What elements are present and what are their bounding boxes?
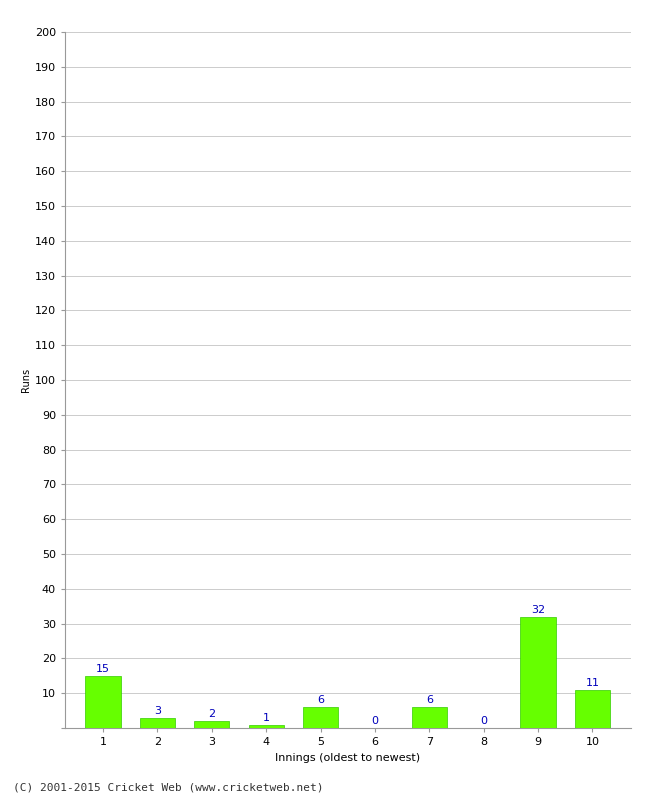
Bar — [194, 721, 229, 728]
X-axis label: Innings (oldest to newest): Innings (oldest to newest) — [275, 753, 421, 762]
Bar — [303, 707, 338, 728]
Text: 1: 1 — [263, 713, 270, 722]
Bar — [248, 725, 284, 728]
Bar — [411, 707, 447, 728]
Text: 32: 32 — [531, 605, 545, 615]
Bar — [521, 617, 556, 728]
Text: 0: 0 — [480, 716, 488, 726]
Text: 3: 3 — [154, 706, 161, 716]
Text: 11: 11 — [586, 678, 599, 688]
Text: 15: 15 — [96, 664, 110, 674]
Text: (C) 2001-2015 Cricket Web (www.cricketweb.net): (C) 2001-2015 Cricket Web (www.cricketwe… — [13, 782, 324, 792]
Y-axis label: Runs: Runs — [21, 368, 31, 392]
Bar — [575, 690, 610, 728]
Text: 6: 6 — [426, 695, 433, 706]
Bar — [140, 718, 175, 728]
Bar — [85, 676, 121, 728]
Text: 2: 2 — [208, 710, 215, 719]
Text: 6: 6 — [317, 695, 324, 706]
Text: 0: 0 — [371, 716, 378, 726]
